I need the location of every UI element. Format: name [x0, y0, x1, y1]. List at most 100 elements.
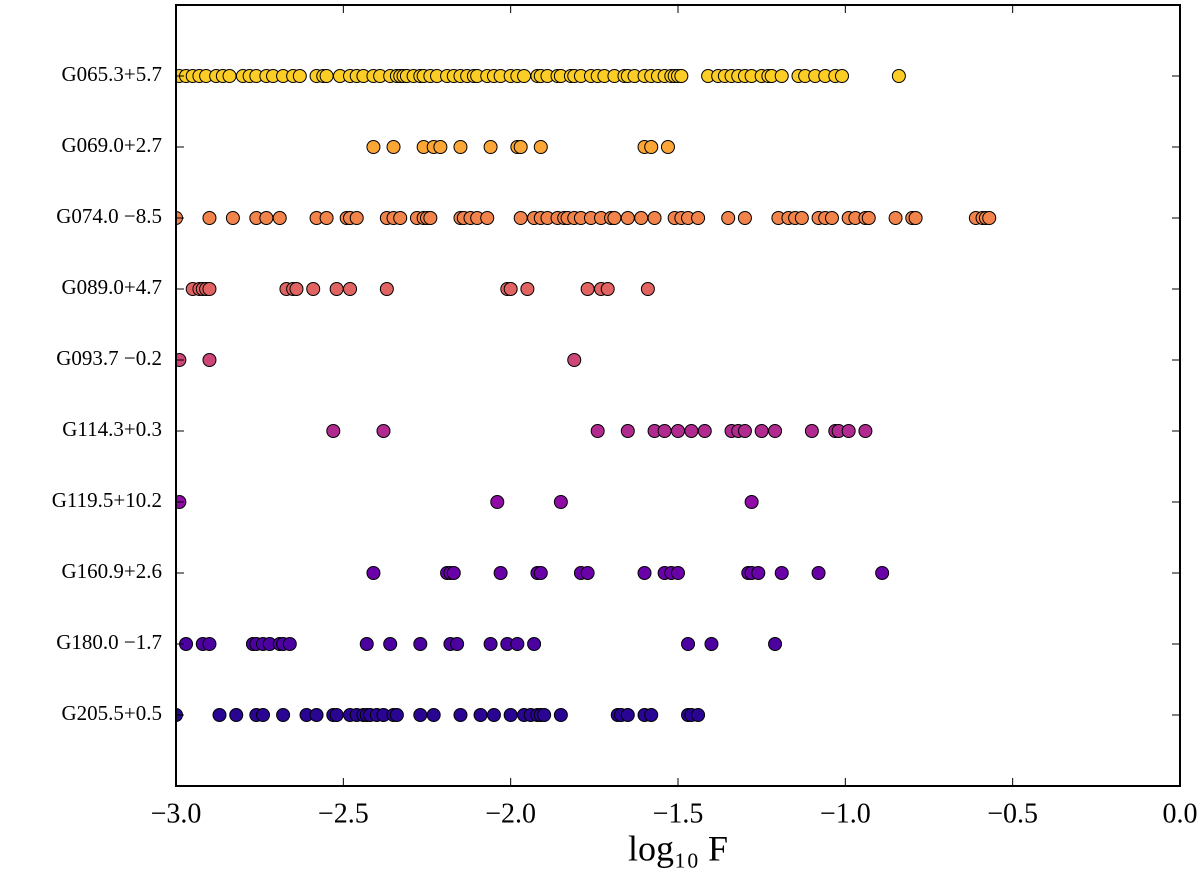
- data-point: [533, 566, 548, 580]
- y-tick-label: G089.0+4.7: [61, 275, 162, 299]
- data-point: [446, 566, 461, 580]
- data-point: [309, 708, 324, 722]
- data-point: [282, 637, 297, 651]
- data-point: [379, 282, 394, 296]
- data-point: [620, 211, 635, 225]
- data-point: [684, 424, 699, 438]
- data-point: [486, 708, 501, 722]
- data-point: [737, 211, 752, 225]
- data-point: [453, 708, 468, 722]
- data-point: [212, 708, 227, 722]
- y-tick-label: G069.0+2.7: [61, 133, 162, 157]
- data-point: [754, 424, 769, 438]
- x-tick-label: −0.5: [987, 798, 1038, 829]
- data-point: [426, 708, 441, 722]
- data-point: [553, 495, 568, 509]
- data-point: [229, 708, 244, 722]
- data-point: [841, 424, 856, 438]
- data-point: [600, 282, 615, 296]
- data-point: [376, 424, 391, 438]
- data-point: [520, 282, 535, 296]
- data-point: [620, 424, 635, 438]
- data-point: [674, 69, 689, 83]
- data-point: [774, 566, 789, 580]
- data-point: [513, 211, 528, 225]
- data-point: [671, 424, 685, 438]
- data-point: [319, 69, 334, 83]
- x-tick-label: −1.5: [653, 798, 704, 829]
- data-point: [637, 566, 652, 580]
- data-point: [647, 211, 662, 225]
- data-point: [319, 211, 334, 225]
- data-point: [553, 708, 568, 722]
- y-tick-label: G093.7 −0.2: [56, 346, 162, 370]
- data-point: [657, 424, 672, 438]
- data-point: [326, 424, 341, 438]
- y-tick-label: G180.0 −1.7: [56, 630, 162, 654]
- x-tick-label: −3.0: [151, 798, 202, 829]
- x-tick-label: −2.0: [485, 798, 536, 829]
- y-tick-label: G074.0 −8.5: [56, 204, 162, 228]
- x-tick-label: −2.5: [318, 798, 369, 829]
- data-point: [824, 211, 839, 225]
- data-point: [660, 140, 675, 154]
- data-point: [433, 140, 448, 154]
- data-point: [982, 211, 997, 225]
- data-point: [383, 637, 398, 651]
- data-point: [768, 424, 783, 438]
- data-point: [349, 211, 364, 225]
- data-point: [644, 140, 659, 154]
- data-point: [634, 211, 649, 225]
- data-point: [607, 211, 622, 225]
- data-point: [329, 282, 344, 296]
- y-tick-label: G160.9+2.6: [61, 559, 162, 583]
- data-point: [256, 708, 271, 722]
- data-point: [640, 282, 655, 296]
- data-point: [272, 211, 287, 225]
- data-point: [359, 637, 374, 651]
- data-point: [861, 211, 876, 225]
- data-point: [483, 637, 498, 651]
- data-point: [527, 637, 542, 651]
- data-point: [533, 140, 548, 154]
- data-point: [691, 211, 706, 225]
- data-point: [473, 708, 488, 722]
- data-point: [292, 69, 307, 83]
- data-point: [222, 69, 237, 83]
- data-point: [289, 282, 304, 296]
- x-tick-label: 0.0: [1163, 798, 1198, 829]
- data-point: [389, 708, 404, 722]
- data-point: [329, 708, 344, 722]
- data-point: [704, 637, 719, 651]
- data-point: [306, 282, 321, 296]
- data-point: [644, 708, 659, 722]
- data-point: [259, 211, 274, 225]
- data-point: [202, 211, 217, 225]
- data-point: [834, 69, 849, 83]
- data-point: [423, 211, 438, 225]
- data-point: [737, 424, 752, 438]
- data-point: [751, 566, 766, 580]
- data-point: [503, 708, 518, 722]
- data-point: [517, 69, 532, 83]
- data-point: [580, 566, 595, 580]
- data-point: [202, 353, 217, 367]
- data-point: [671, 566, 685, 580]
- data-point: [393, 211, 408, 225]
- data-point: [453, 140, 468, 154]
- data-point: [590, 424, 605, 438]
- data-point: [691, 708, 706, 722]
- data-point: [620, 708, 635, 722]
- data-point: [567, 353, 582, 367]
- data-point: [681, 637, 696, 651]
- data-point: [490, 495, 505, 509]
- data-point: [908, 211, 923, 225]
- data-point: [202, 637, 217, 651]
- data-point: [875, 566, 890, 580]
- data-point: [413, 708, 428, 722]
- y-tick-label: G119.5+10.2: [52, 488, 162, 512]
- data-point: [386, 140, 401, 154]
- data-point: [366, 140, 381, 154]
